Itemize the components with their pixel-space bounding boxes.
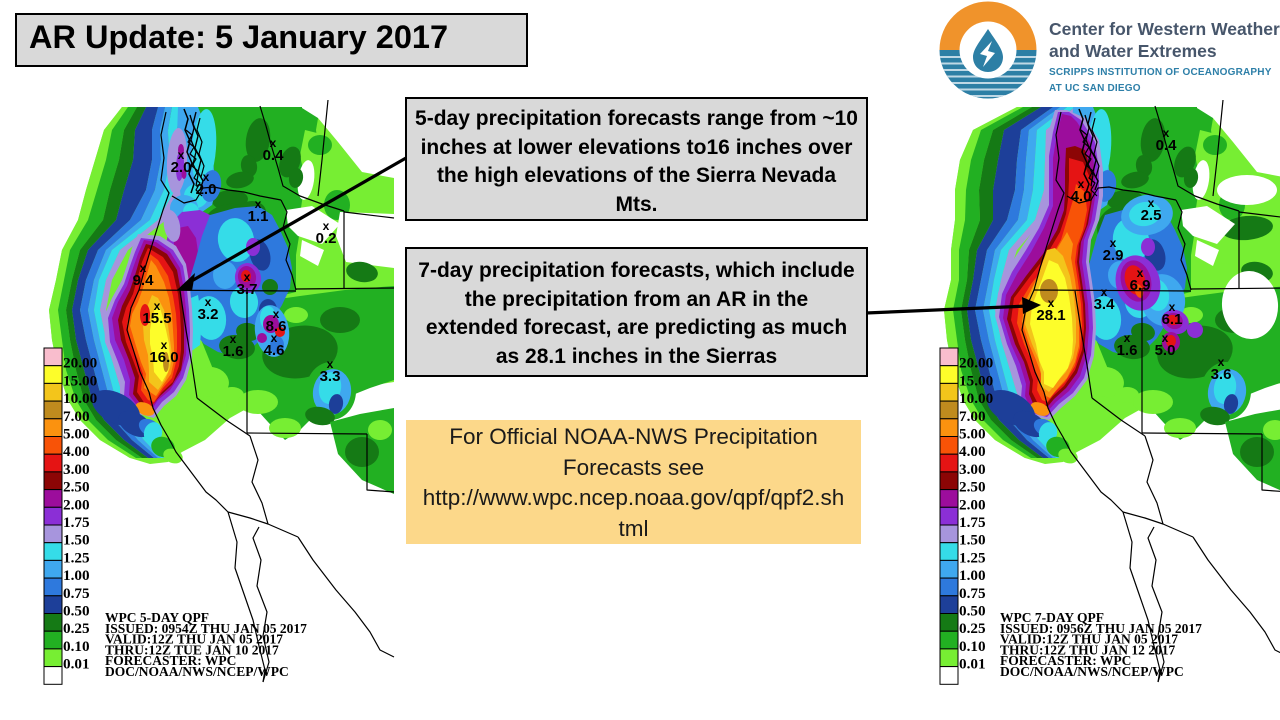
svg-text:6.9: 6.9 bbox=[1130, 277, 1151, 294]
svg-text:ISSUED: 0956Z THU JAN 05 2017: ISSUED: 0956Z THU JAN 05 2017 bbox=[1000, 621, 1202, 636]
svg-text:x: x bbox=[1137, 266, 1144, 280]
svg-text:FORECASTER: WPC: FORECASTER: WPC bbox=[1000, 653, 1131, 668]
svg-text:x: x bbox=[1101, 285, 1108, 299]
svg-text:5.00: 5.00 bbox=[959, 426, 986, 443]
svg-text:7.00: 7.00 bbox=[959, 408, 986, 425]
svg-text:16.0: 16.0 bbox=[149, 349, 178, 366]
svg-text:x: x bbox=[244, 270, 251, 284]
svg-text:1.50: 1.50 bbox=[63, 532, 90, 549]
svg-text:x: x bbox=[323, 219, 330, 233]
svg-text:2.50: 2.50 bbox=[63, 479, 90, 496]
svg-text:4.6: 4.6 bbox=[264, 342, 285, 359]
svg-text:2.00: 2.00 bbox=[959, 496, 986, 513]
svg-text:3.7: 3.7 bbox=[237, 281, 258, 298]
svg-text:VALID:12Z THU JAN 05 2017: VALID:12Z THU JAN 05 2017 bbox=[1000, 632, 1178, 647]
svg-text:0.25: 0.25 bbox=[959, 620, 986, 637]
svg-text:20.00: 20.00 bbox=[63, 355, 98, 372]
svg-text:WPC 7-DAY QPF: WPC 7-DAY QPF bbox=[1000, 610, 1104, 625]
svg-text:1.50: 1.50 bbox=[959, 532, 986, 549]
svg-text:x: x bbox=[1048, 296, 1055, 310]
svg-text:2.0: 2.0 bbox=[171, 159, 192, 176]
svg-text:DOC/NOAA/NWS/NCEP/WPC: DOC/NOAA/NWS/NCEP/WPC bbox=[1000, 664, 1184, 679]
svg-text:3.4: 3.4 bbox=[1094, 296, 1116, 313]
svg-text:x: x bbox=[161, 338, 168, 352]
svg-text:x: x bbox=[205, 295, 212, 309]
svg-text:5.0: 5.0 bbox=[1155, 342, 1176, 359]
svg-text:FORECASTER: WPC: FORECASTER: WPC bbox=[105, 653, 236, 668]
svg-text:2.5: 2.5 bbox=[1141, 207, 1162, 224]
svg-text:x: x bbox=[271, 331, 278, 345]
svg-text:3.6: 3.6 bbox=[1211, 366, 1232, 383]
svg-text:1.1: 1.1 bbox=[248, 208, 269, 225]
svg-text:2.0: 2.0 bbox=[196, 181, 217, 198]
svg-text:x: x bbox=[140, 261, 147, 275]
svg-text:28.1: 28.1 bbox=[1036, 307, 1065, 324]
svg-text:20.00: 20.00 bbox=[959, 355, 994, 372]
svg-text:x: x bbox=[1218, 355, 1225, 369]
svg-text:0.01: 0.01 bbox=[959, 656, 986, 673]
svg-text:1.75: 1.75 bbox=[63, 514, 90, 531]
svg-text:4.00: 4.00 bbox=[959, 443, 986, 460]
svg-text:8.6: 8.6 bbox=[266, 318, 287, 335]
svg-text:9.4: 9.4 bbox=[133, 272, 155, 289]
svg-text:4.0: 4.0 bbox=[1071, 188, 1092, 205]
svg-text:0.25: 0.25 bbox=[63, 620, 90, 637]
svg-text:1.6: 1.6 bbox=[1117, 342, 1138, 359]
svg-text:VALID:12Z THU JAN 05 2017: VALID:12Z THU JAN 05 2017 bbox=[105, 632, 283, 647]
svg-text:WPC 5-DAY QPF: WPC 5-DAY QPF bbox=[105, 610, 209, 625]
svg-text:6.1: 6.1 bbox=[1162, 311, 1183, 328]
svg-text:x: x bbox=[1110, 236, 1117, 250]
svg-text:15.00: 15.00 bbox=[63, 372, 98, 389]
svg-text:0.4: 0.4 bbox=[1156, 137, 1178, 154]
svg-text:x: x bbox=[273, 307, 280, 321]
svg-text:DOC/NOAA/NWS/NCEP/WPC: DOC/NOAA/NWS/NCEP/WPC bbox=[105, 664, 289, 679]
svg-text:x: x bbox=[230, 332, 237, 346]
svg-text:0.75: 0.75 bbox=[63, 585, 90, 602]
svg-text:1.00: 1.00 bbox=[63, 567, 90, 584]
svg-text:1.6: 1.6 bbox=[223, 343, 244, 360]
svg-text:0.75: 0.75 bbox=[959, 585, 986, 602]
svg-text:3.00: 3.00 bbox=[959, 461, 986, 478]
svg-text:4.00: 4.00 bbox=[63, 443, 90, 460]
svg-text:THRU:12Z THU JAN 12 2017: THRU:12Z THU JAN 12 2017 bbox=[1000, 642, 1176, 657]
svg-text:x: x bbox=[255, 197, 262, 211]
svg-text:0.50: 0.50 bbox=[63, 603, 90, 620]
svg-text:7.00: 7.00 bbox=[63, 408, 90, 425]
svg-text:x: x bbox=[178, 148, 185, 162]
svg-text:0.10: 0.10 bbox=[959, 638, 986, 655]
svg-text:x: x bbox=[154, 299, 161, 313]
svg-text:1.00: 1.00 bbox=[959, 567, 986, 584]
svg-text:10.00: 10.00 bbox=[63, 390, 98, 407]
svg-text:x: x bbox=[1124, 331, 1131, 345]
svg-text:2.50: 2.50 bbox=[959, 479, 986, 496]
svg-text:x: x bbox=[1162, 331, 1169, 345]
svg-text:1.25: 1.25 bbox=[63, 549, 90, 566]
svg-text:x: x bbox=[270, 136, 277, 150]
svg-text:5.00: 5.00 bbox=[63, 426, 90, 443]
svg-text:15.5: 15.5 bbox=[142, 310, 171, 327]
svg-text:x: x bbox=[1169, 300, 1176, 314]
svg-text:2.00: 2.00 bbox=[63, 496, 90, 513]
svg-text:3.3: 3.3 bbox=[320, 368, 341, 385]
svg-text:3.00: 3.00 bbox=[63, 461, 90, 478]
svg-text:THRU:12Z TUE JAN 10 2017: THRU:12Z TUE JAN 10 2017 bbox=[105, 642, 279, 657]
svg-text:x: x bbox=[203, 170, 210, 184]
svg-text:0.4: 0.4 bbox=[263, 147, 285, 164]
svg-text:3.2: 3.2 bbox=[198, 306, 219, 323]
svg-text:10.00: 10.00 bbox=[959, 390, 994, 407]
svg-text:1.75: 1.75 bbox=[959, 514, 986, 531]
svg-text:1.25: 1.25 bbox=[959, 549, 986, 566]
svg-text:ISSUED: 0954Z THU JAN 05 2017: ISSUED: 0954Z THU JAN 05 2017 bbox=[105, 621, 307, 636]
svg-text:0.50: 0.50 bbox=[959, 603, 986, 620]
svg-text:x: x bbox=[1163, 126, 1170, 140]
svg-text:x: x bbox=[1078, 177, 1085, 191]
svg-text:0.2: 0.2 bbox=[316, 230, 337, 247]
svg-text:2.9: 2.9 bbox=[1103, 247, 1124, 264]
svg-text:15.00: 15.00 bbox=[959, 372, 994, 389]
svg-text:x: x bbox=[327, 357, 334, 371]
svg-text:x: x bbox=[1148, 196, 1155, 210]
svg-text:0.01: 0.01 bbox=[63, 656, 90, 673]
svg-text:0.10: 0.10 bbox=[63, 638, 90, 655]
